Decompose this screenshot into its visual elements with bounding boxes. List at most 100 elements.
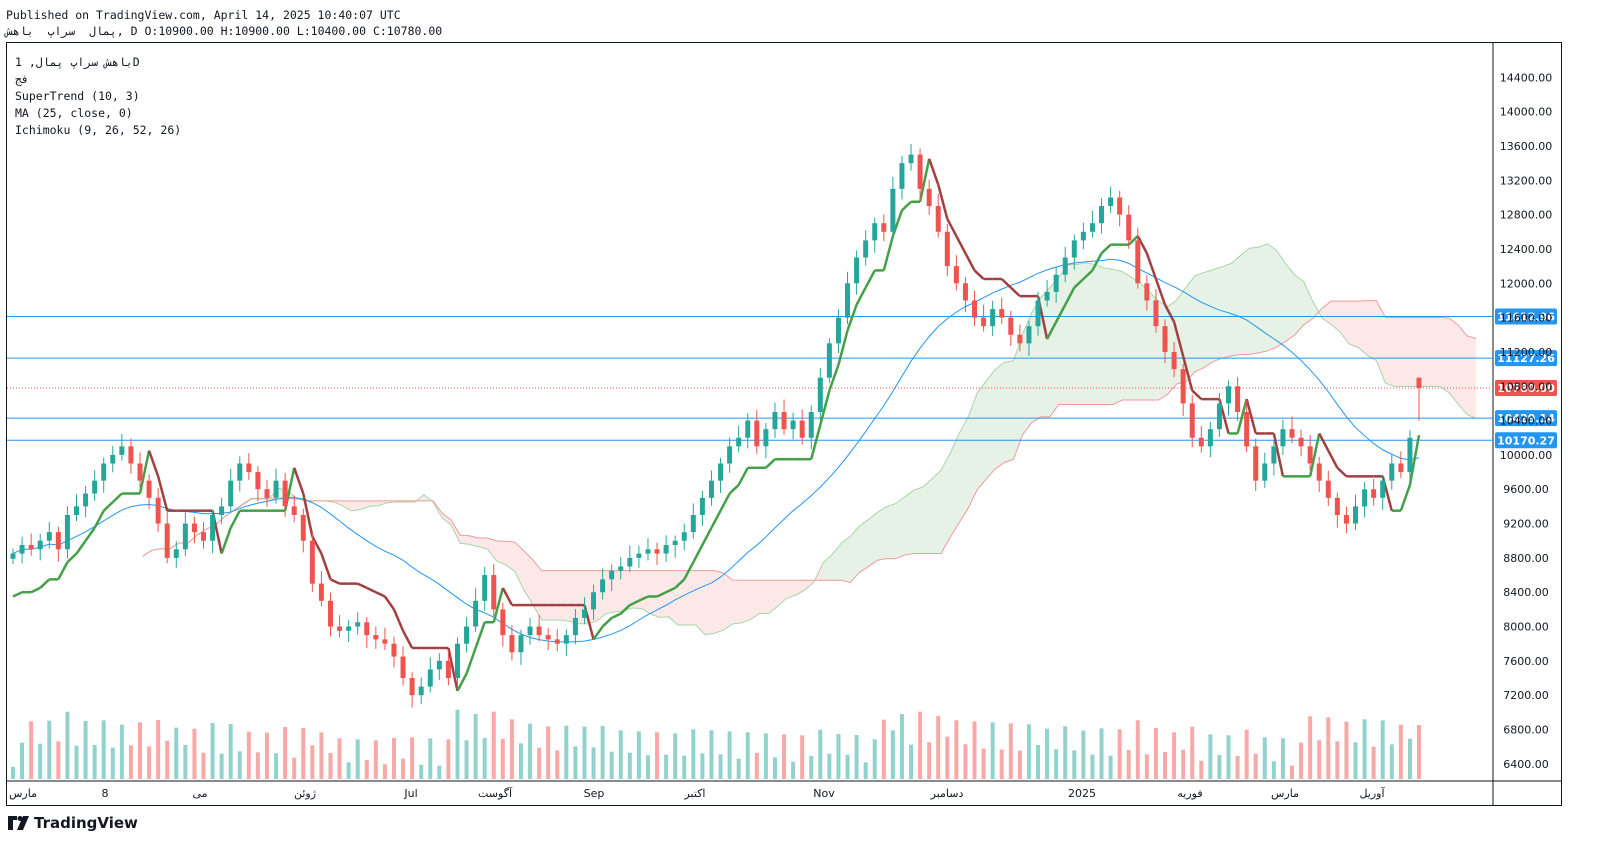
price-tick-label: 11600.00 <box>1500 312 1553 325</box>
time-tick-label: ژوئن <box>294 787 316 800</box>
volume-bar <box>1362 719 1367 779</box>
legend-ma[interactable]: MA (25, close, 0) <box>15 106 133 120</box>
volume-bar <box>147 746 152 779</box>
ichimoku-cloud-segment <box>460 535 470 545</box>
supertrend-segment <box>964 252 976 271</box>
legend-exchange: فج <box>15 72 29 86</box>
candle-body <box>718 463 724 481</box>
candle-body <box>255 472 261 490</box>
volume-bar <box>1317 740 1322 779</box>
volume-bar <box>446 739 451 779</box>
volume-bar <box>373 740 378 779</box>
candle-body <box>1153 300 1159 327</box>
supertrend-segment <box>1318 432 1330 452</box>
candle-body <box>1171 351 1177 370</box>
supertrend-segment <box>1145 252 1158 280</box>
candle-body <box>1389 463 1395 481</box>
supertrend-segment <box>1408 434 1421 486</box>
volume-bar <box>709 730 714 779</box>
candle-body <box>155 497 161 524</box>
ichimoku-cloud-segment <box>559 570 570 622</box>
volume-bar <box>1407 738 1412 779</box>
ichimoku-cloud-segment <box>931 470 941 554</box>
volume-bar <box>65 711 70 779</box>
candle-body <box>1235 386 1241 412</box>
volume-bar <box>1181 749 1186 779</box>
supertrend-segment <box>719 492 731 512</box>
supertrend-segment <box>1236 398 1248 434</box>
volume-bar <box>1190 726 1195 779</box>
level-price-tag <box>1495 308 1557 325</box>
volume-bar <box>845 754 850 779</box>
volume-bar <box>945 736 950 779</box>
ichimoku-cloud-segment <box>1367 300 1377 361</box>
legend-ichimoku[interactable]: Ichimoku (9, 26, 52, 26) <box>15 123 182 137</box>
candle-body <box>1334 497 1340 515</box>
volume-bar <box>491 711 496 779</box>
candle-body <box>854 257 860 284</box>
supertrend-segment <box>1336 466 1348 478</box>
candle-body <box>400 656 406 679</box>
ichimoku-cloud-segment <box>523 550 533 605</box>
candle-body <box>1216 403 1222 430</box>
supertrend-segment <box>1191 389 1203 401</box>
candle-body <box>1298 437 1304 447</box>
moving-average-line <box>12 258 1420 643</box>
volume-bar <box>410 737 415 779</box>
candle-body <box>1108 197 1114 207</box>
ichimoku-cloud-segment <box>1131 277 1141 400</box>
volume-bar <box>1353 742 1358 779</box>
candle-body <box>300 514 306 541</box>
volume-bar <box>355 739 360 779</box>
candle-body <box>618 566 624 571</box>
time-tick-label: می <box>192 787 207 800</box>
candle-body <box>663 545 669 554</box>
time-tick-label: Nov <box>813 787 835 800</box>
supertrend-segment <box>1055 304 1067 323</box>
supertrend-segment <box>447 647 459 692</box>
time-tick-label: 8 <box>102 787 109 800</box>
supertrend-segment <box>1127 235 1139 246</box>
candle-body <box>110 454 116 464</box>
volume-bar <box>237 751 242 779</box>
volume-bar <box>165 740 170 779</box>
candle-body <box>681 532 687 541</box>
candle-body <box>1035 300 1041 327</box>
supertrend-segment <box>84 527 96 542</box>
legend-supertrend[interactable]: SuperTrend (10, 3) <box>15 89 140 103</box>
volume-bar <box>482 738 487 779</box>
candle-body <box>972 300 978 318</box>
candle-body <box>554 639 560 644</box>
ichimoku-cloud-segment <box>1394 317 1404 387</box>
candle-body <box>518 635 524 653</box>
price-chart[interactable]: 11612.96 11127.26 10429.14 10170.27 10780.00… <box>7 43 1561 805</box>
ichimoku-cloud-segment <box>487 538 497 561</box>
candle-body <box>772 412 778 430</box>
ichimoku-cloud-segment <box>1222 263 1232 358</box>
supertrend-segment <box>819 390 831 426</box>
candle-body <box>210 514 216 541</box>
ichimoku-cloud-segment <box>1213 266 1223 362</box>
candle-body <box>1089 223 1095 232</box>
supertrend-segment <box>1163 304 1176 323</box>
price-tick-label: 14000.00 <box>1500 106 1553 119</box>
candle-body <box>491 575 497 610</box>
candle-body <box>355 622 361 627</box>
candle-body <box>527 626 533 636</box>
volume-bar <box>328 753 333 779</box>
ichimoku-cloud-segment <box>986 369 996 479</box>
chart-frame[interactable]: 11612.96 11127.26 10429.14 10170.27 10780.00… <box>6 42 1562 806</box>
ichimoku-cloud-segment <box>632 570 642 609</box>
candle-body <box>28 545 34 550</box>
supertrend-segment <box>683 561 695 580</box>
ichimoku-cloud-segment <box>1403 317 1413 387</box>
supertrend-segment <box>810 424 822 460</box>
volume-bar <box>1217 755 1222 779</box>
candle-body <box>273 480 279 498</box>
candle-body <box>981 317 987 327</box>
candle-body <box>1053 274 1059 292</box>
volume-bar <box>464 740 469 779</box>
ichimoku-cloud-segment <box>442 513 452 525</box>
volume-bar <box>1090 754 1095 779</box>
candle-body <box>1307 446 1313 464</box>
